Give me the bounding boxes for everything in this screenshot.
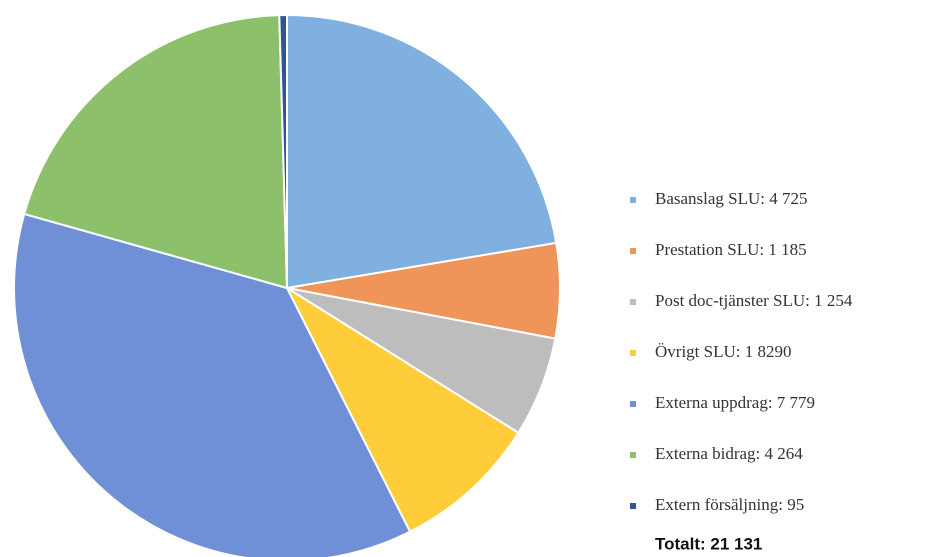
pie-slice	[278, 13, 288, 289]
pie-slice	[22, 14, 289, 290]
legend-swatch	[630, 503, 636, 509]
legend-label: Övrigt SLU: 1 8290	[655, 342, 791, 361]
pie-slice	[286, 13, 558, 290]
pie-slice	[13, 212, 412, 557]
legend-swatch	[630, 401, 636, 407]
legend-swatch	[630, 197, 636, 203]
legend-swatch	[630, 299, 636, 305]
legend-label: Externa bidrag: 4 264	[655, 444, 803, 463]
legend-swatch	[630, 248, 636, 254]
total-annotation: Totalt: 21 131	[655, 534, 762, 553]
legend-label: Externa uppdrag: 7 779	[655, 393, 815, 412]
legend-label: Basanslag SLU: 4 725	[655, 189, 808, 208]
legend-label: Prestation SLU: 1 185	[655, 240, 807, 259]
legend-label: Post doc-tjänster SLU: 1 254	[655, 291, 853, 310]
pie-slice	[284, 285, 520, 534]
legend-label: Extern försäljning: 95	[655, 495, 804, 514]
legend-swatch	[630, 350, 636, 356]
legend-swatch	[630, 452, 636, 458]
